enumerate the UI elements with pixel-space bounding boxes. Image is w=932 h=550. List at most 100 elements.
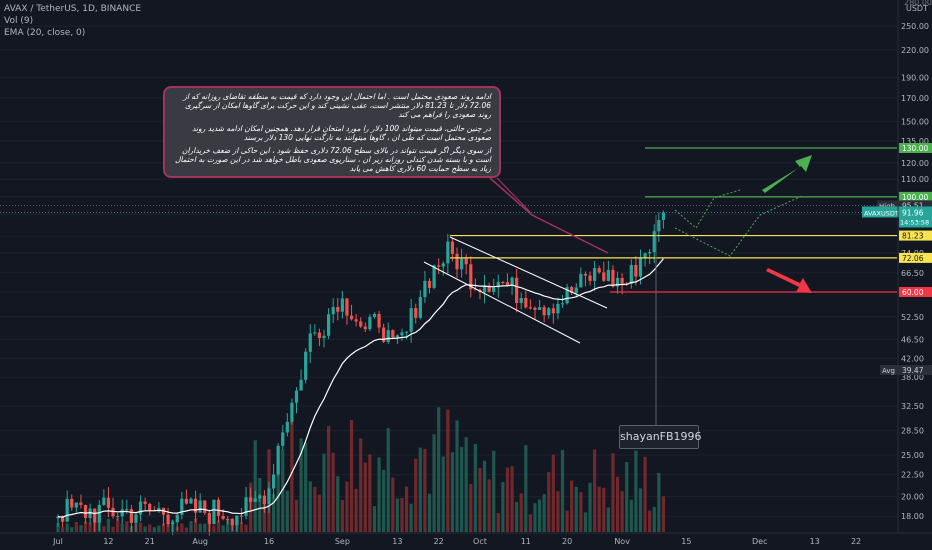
x-tick-label: Aug: [192, 537, 208, 546]
candle: [125, 509, 129, 511]
candle: [258, 495, 262, 499]
candle: [446, 241, 450, 264]
volume-bar: [244, 524, 248, 532]
candle: [588, 275, 592, 281]
volume-bar: [395, 498, 400, 532]
candle: [372, 313, 377, 317]
price-tag: [899, 252, 932, 263]
volume-bar: [455, 420, 459, 532]
volume-bar: [102, 526, 106, 532]
ema-line: [57, 258, 664, 518]
candle: [74, 502, 78, 508]
candle: [143, 501, 147, 504]
axis-tick-label: 135.00: [901, 137, 929, 146]
candle: [207, 512, 211, 525]
channel-line: [449, 236, 608, 309]
volume-bar: [505, 467, 510, 532]
volume-bar: [258, 477, 262, 532]
candle: [648, 252, 652, 254]
volume-bar: [450, 452, 455, 532]
candle: [336, 307, 340, 312]
volume-bar: [437, 407, 441, 532]
candle: [542, 307, 546, 316]
candle: [634, 264, 638, 277]
volume-bar: [161, 523, 166, 532]
candle: [482, 285, 487, 293]
volume-bar: [285, 490, 289, 532]
volume-bar: [638, 488, 643, 532]
candle: [359, 321, 363, 327]
candle: [661, 212, 666, 221]
candle: [643, 253, 647, 259]
candle: [579, 273, 583, 288]
volume-bar: [120, 523, 124, 532]
candle: [285, 421, 289, 433]
analysis-note[interactable]: ادامه روند صعودی محتمل است . اما احتمال …: [163, 86, 501, 178]
candle: [345, 298, 349, 316]
symbol-tag-label: AVAXUSDT: [864, 209, 899, 217]
volume-bar: [423, 448, 427, 532]
price-tag-label: 100.00: [902, 193, 928, 202]
axis-tick-label: 66.50: [901, 269, 924, 278]
axis-tick-label: 52.50: [901, 313, 924, 322]
candle: [294, 390, 299, 403]
axis-tick-label: 170.00: [901, 94, 929, 103]
volume-bar: [363, 462, 367, 532]
candle: [308, 333, 312, 352]
candle: [547, 308, 551, 316]
x-tick-label: 15: [681, 537, 691, 546]
legend-symbol[interactable]: AVAX / TetherUS, 1D, BINANCE: [4, 4, 142, 14]
candle: [148, 503, 152, 511]
price-tag-label: 81.23: [902, 232, 924, 241]
axis-tick-label: 38.00: [901, 373, 924, 382]
volume-bar: [551, 454, 555, 532]
candle: [97, 504, 101, 523]
candle: [464, 258, 468, 265]
axis-tick-label: 32.50: [901, 402, 924, 411]
candle: [175, 514, 179, 523]
legend-volume[interactable]: Vol (9): [4, 16, 34, 26]
candle: [537, 307, 542, 310]
note-pointer: [496, 177, 531, 213]
volume-bar: [212, 525, 216, 532]
volume-bar: [331, 452, 335, 532]
volume-bar: [464, 437, 468, 532]
price-tag-label: 72.06: [902, 254, 924, 263]
candle: [166, 514, 170, 525]
volume-bar: [271, 493, 276, 532]
candle: [221, 515, 225, 519]
volume-bar: [469, 483, 473, 532]
legend-ema[interactable]: EMA (20, close, 0): [4, 28, 86, 38]
volume-bar: [372, 506, 377, 532]
volume-bar: [657, 472, 661, 532]
candle: [189, 498, 193, 504]
avg-tag-label: Avg: [882, 367, 895, 375]
x-tick-label: 11: [521, 537, 531, 546]
volume-bar: [152, 527, 156, 532]
candle: [565, 287, 569, 304]
volume-bar: [404, 486, 409, 532]
volume-bar: [79, 525, 83, 532]
candle: [198, 500, 202, 513]
candle: [253, 498, 257, 502]
volume-bar: [441, 456, 445, 532]
candle: [180, 498, 184, 515]
volume-bar: [193, 518, 198, 532]
candle: [363, 326, 367, 330]
volume-bar: [262, 501, 266, 532]
candle: [574, 287, 578, 294]
volume-bar: [620, 491, 624, 532]
candle: [441, 263, 445, 267]
candle: [212, 499, 216, 525]
high-tag-label: High: [879, 202, 895, 210]
candle: [70, 498, 74, 508]
avg-tag: [880, 364, 899, 375]
price-tag: [899, 143, 932, 153]
volume-bar: [326, 426, 331, 532]
volume-bar: [427, 493, 432, 532]
volume-bar: [615, 476, 620, 532]
volume-bar: [487, 479, 491, 532]
candle: [524, 297, 528, 308]
volume-bar: [138, 522, 143, 532]
